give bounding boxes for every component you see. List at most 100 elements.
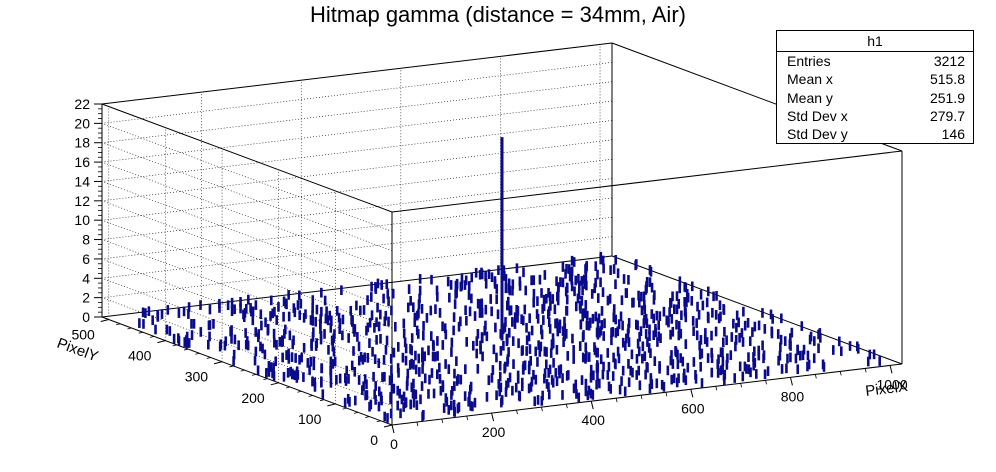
frame-edge [101,42,613,105]
x-minor-tick [541,407,543,412]
x-minor-tick [615,398,618,403]
y-tick [213,361,223,365]
z-tick-label: 0 [82,309,90,325]
z-tick-label: 10 [74,212,90,228]
y-minor-tick [116,323,121,326]
z-tick-label: 22 [74,96,90,112]
x-minor-tick [839,371,842,376]
y-minor-tick [342,407,347,410]
x-tick-label: 400 [582,412,606,428]
stats-row-entries: Entries 3212 [777,52,973,70]
stats-value: 146 [941,126,965,143]
y-tick-label: 0 [370,432,378,448]
x-minor-tick [740,383,743,388]
x-minor-tick [416,421,419,427]
y-minor-tick [172,344,177,347]
y-minor-tick [150,336,155,338]
axis-ticks [94,103,893,434]
y-minor-tick [240,369,245,372]
z-tick-label: 6 [82,251,90,267]
frame-edge [101,316,393,426]
y-minor-tick [297,390,302,393]
z-tick-label: 18 [74,135,90,151]
stats-label: Entries [787,53,831,69]
y-minor-tick [229,365,234,368]
frame-edge [391,363,903,426]
y-tick [383,424,393,428]
grid-line-z [101,81,613,252]
y-minor-tick [195,352,200,355]
stats-row-mean-x: Mean x 515.8 [777,70,973,88]
frame-edge [101,103,393,213]
x-tick-label: 800 [781,388,805,404]
grid-line-z [101,178,613,348]
stats-label: Std Dev y [787,126,848,143]
stats-value: 515.8 [929,71,965,88]
frame-edge [391,150,903,213]
y-tick [100,319,109,323]
grid-line-z [101,62,613,232]
y-minor-tick [376,420,381,423]
x-tick [491,412,495,422]
frame-edge [101,255,613,318]
y-minor-tick [365,416,370,418]
stats-row-std-y: Std Dev y 146 [777,125,973,143]
y-minor-tick [127,327,132,330]
x-minor-tick [466,415,469,421]
y-tick-label: 500 [71,327,95,343]
stats-box: h1 Entries 3212 Mean x 515.8 Mean y 251.… [776,30,974,144]
grid-line-z [101,120,613,290]
x-minor-tick [715,386,718,391]
y-minor-tick [138,331,143,334]
x-tick-label: 1000 [876,376,907,392]
stats-value: 3212 [933,53,965,69]
stats-value: 251.9 [929,89,965,106]
y-tick-label: 400 [128,348,152,364]
z-tick-label: 8 [82,232,90,248]
y-tick [327,403,336,407]
x-axis-title: PixelX [864,378,908,400]
y-minor-tick [183,348,189,351]
y-tick [270,382,279,386]
x-minor-tick [864,368,867,373]
y-tick-label: 300 [185,369,209,385]
y-minor-tick [206,357,211,359]
y-minor-tick [263,378,268,380]
x-minor-tick [441,418,444,424]
y-tick [157,340,166,344]
chart-title: Hitmap gamma (distance = 34mm, Air) [310,2,686,27]
x-tick-label: 0 [390,436,398,452]
y-minor-tick [308,395,313,397]
y-minor-tick [353,411,359,414]
grid-line-z [101,100,613,271]
z-tick-label: 12 [74,193,90,209]
y-minor-tick [319,399,325,402]
x-tick-label: 200 [482,424,506,440]
y-tick-label: 100 [298,411,322,427]
x-tick [590,401,594,410]
z-tick-label: 4 [82,270,90,286]
x-minor-tick [765,380,767,385]
data-bars [138,137,881,423]
x-minor-tick [640,395,643,400]
grid-line-z [101,139,613,310]
x-minor-tick [516,410,518,415]
x-tick [690,389,694,398]
x-tick [391,424,395,434]
x-tick [889,365,893,374]
x-minor-tick [665,392,668,397]
x-minor-tick [565,404,568,409]
y-tick-label: 200 [241,390,265,406]
x-tick [789,377,793,386]
stats-row-std-x: Std Dev x 279.7 [777,107,973,125]
y-minor-tick [285,386,291,389]
stats-row-mean-y: Mean y 251.9 [777,89,973,107]
stats-label: Std Dev x [787,107,848,124]
z-tick-label: 14 [74,173,90,189]
y-minor-tick [251,373,257,376]
z-tick-label: 16 [74,154,90,170]
x-tick-label: 600 [681,400,705,416]
x-minor-tick [814,374,817,379]
frame-edge [611,255,903,365]
